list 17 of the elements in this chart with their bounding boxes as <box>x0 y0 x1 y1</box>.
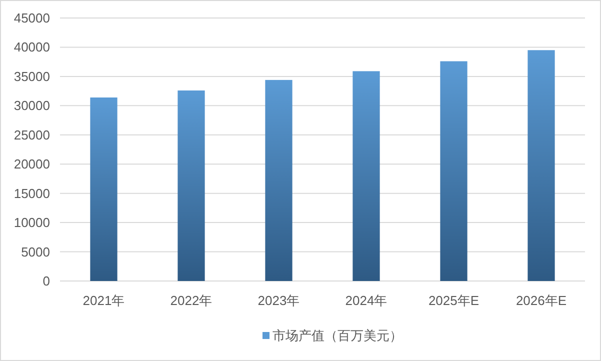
y-tick-label: 5000 <box>21 244 50 260</box>
y-tick-label: 45000 <box>14 10 50 26</box>
y-tick-label: 40000 <box>14 40 50 55</box>
y-tick-label: 15000 <box>14 186 50 201</box>
y-tick-label: 30000 <box>14 98 50 114</box>
x-tick-label: 2023年 <box>258 293 300 308</box>
y-tick-label: 25000 <box>14 127 50 142</box>
y-tick-label: 0 <box>42 274 50 288</box>
x-tick-label: 2021年 <box>82 293 125 308</box>
x-tick-label: 2022年 <box>170 293 212 308</box>
y-tick-label: 10000 <box>14 215 50 230</box>
y-tick-label: 35000 <box>14 68 50 84</box>
x-tick-label: 2025年E <box>428 293 480 308</box>
x-tick-label: 2026年E <box>516 293 567 308</box>
x-tick-label: 2024年 <box>345 293 388 308</box>
y-tick-label: 20000 <box>14 156 50 172</box>
legend-label: 市场产值（百万美元） <box>272 328 402 343</box>
